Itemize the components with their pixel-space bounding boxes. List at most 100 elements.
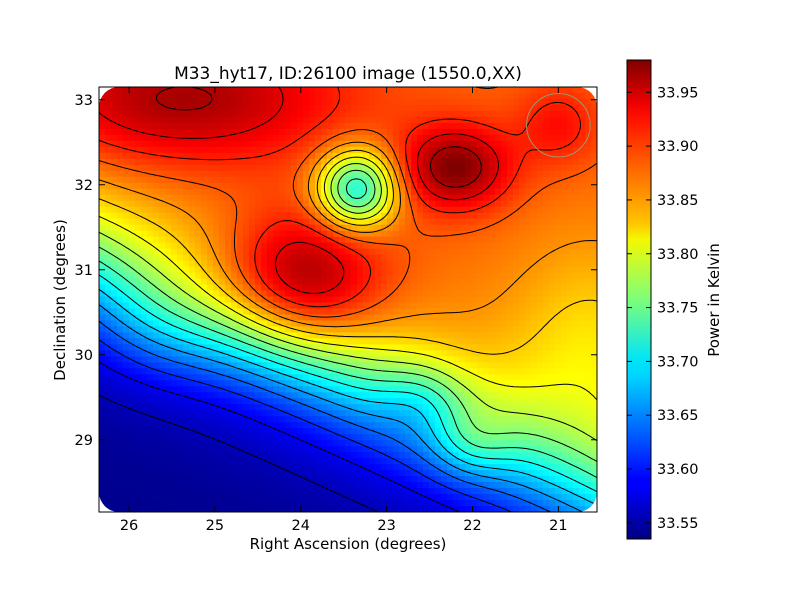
heatmap-cell [369, 266, 376, 274]
heatmap-cell [339, 410, 346, 417]
heatmap-cell [465, 278, 472, 286]
heatmap-cell [135, 368, 142, 375]
heatmap-cell [573, 182, 580, 190]
heatmap-cell [537, 416, 544, 423]
heatmap-cell [321, 254, 328, 262]
heatmap-cell [471, 182, 478, 190]
heatmap-cell [399, 116, 406, 124]
heatmap-cell [393, 212, 400, 220]
heatmap-cell [363, 110, 370, 118]
heatmap-cell [417, 140, 424, 148]
heatmap-cell [213, 314, 220, 322]
heatmap-cell [213, 422, 220, 429]
heatmap-cell [477, 392, 484, 399]
heatmap-cell [525, 410, 532, 417]
heatmap-cell [561, 284, 568, 292]
heatmap-cell [399, 326, 406, 334]
heatmap-cell [423, 410, 430, 417]
heatmap-cell [351, 326, 358, 334]
heatmap-cell [405, 188, 412, 196]
heatmap-cell [177, 260, 184, 268]
heatmap-cell [201, 242, 208, 250]
heatmap-cell [447, 218, 454, 226]
heatmap-cell [333, 386, 340, 393]
heatmap-cell [291, 104, 298, 112]
heatmap-cell [321, 422, 328, 429]
heatmap-cell [507, 422, 514, 429]
heatmap-cell [357, 200, 364, 208]
heatmap-cell [303, 248, 310, 256]
heatmap-cell [345, 380, 352, 387]
heatmap-cell [573, 398, 580, 405]
heatmap-cell [261, 320, 268, 328]
heatmap-cell [459, 368, 466, 375]
heatmap-cell [405, 170, 412, 178]
heatmap-cell [417, 170, 424, 178]
heatmap-cell [153, 176, 160, 184]
heatmap-cell [99, 104, 106, 112]
heatmap-cell [537, 344, 544, 351]
heatmap-cell [207, 386, 214, 393]
heatmap-cell [585, 440, 592, 447]
heatmap-cell [195, 362, 202, 369]
heatmap-cell [267, 224, 274, 232]
heatmap-cell [225, 380, 232, 387]
heatmap-cell [129, 308, 136, 316]
heatmap-cell [453, 206, 460, 214]
heatmap-cell [471, 158, 478, 166]
heatmap-cell [549, 374, 556, 381]
heatmap-cell [237, 416, 244, 423]
heatmap-cell [573, 128, 580, 136]
heatmap-cell [243, 134, 250, 142]
heatmap-cell [495, 272, 502, 280]
heatmap-cell [261, 392, 268, 399]
heatmap-cell [591, 248, 597, 256]
heatmap-cell [99, 296, 106, 304]
heatmap-cell [453, 218, 460, 226]
heatmap-cell [363, 128, 370, 136]
heatmap-cell [207, 182, 214, 190]
heatmap-cell [333, 374, 340, 381]
heatmap-cell [111, 356, 118, 363]
heatmap-cell [207, 278, 214, 286]
heatmap-cell [135, 320, 142, 328]
heatmap-cell [537, 356, 544, 363]
heatmap-cell [531, 392, 538, 399]
heatmap-cell [267, 326, 274, 334]
heatmap-cell [375, 428, 382, 435]
heatmap-cell [135, 158, 142, 166]
chart-title: M33_hyt17, ID:26100 image (1550.0,XX) [174, 64, 522, 84]
heatmap-cell [411, 128, 418, 136]
heatmap-cell [363, 338, 370, 345]
heatmap-cell [363, 368, 370, 375]
heatmap-cell [489, 140, 496, 148]
heatmap-cell [405, 416, 412, 423]
heatmap-cell [123, 152, 130, 160]
heatmap-cell [579, 308, 586, 316]
heatmap-cell [483, 290, 490, 298]
heatmap-cell [531, 272, 538, 280]
heatmap-cell [117, 146, 124, 154]
heatmap-cell [357, 176, 364, 184]
heatmap-cell [153, 404, 160, 411]
heatmap-cell [291, 428, 298, 435]
heatmap-cell [381, 314, 388, 322]
heatmap-cell [225, 296, 232, 304]
heatmap-cell [279, 404, 286, 411]
heatmap-cell [165, 398, 172, 405]
heatmap-cell [483, 164, 490, 172]
heatmap-cell [105, 332, 112, 340]
heatmap-cell [423, 170, 430, 178]
heatmap-cell [585, 428, 592, 435]
heatmap-cell [249, 302, 256, 310]
heatmap-cell [159, 116, 166, 124]
heatmap-cell [441, 344, 448, 351]
heatmap-cell [513, 254, 520, 262]
heatmap-cell [183, 380, 190, 387]
heatmap-cell [267, 200, 274, 208]
heatmap-cell [135, 272, 142, 280]
heatmap-cell [513, 188, 520, 196]
heatmap-cell [105, 254, 112, 262]
heatmap-cell [543, 236, 550, 244]
heatmap-cell [255, 440, 262, 447]
